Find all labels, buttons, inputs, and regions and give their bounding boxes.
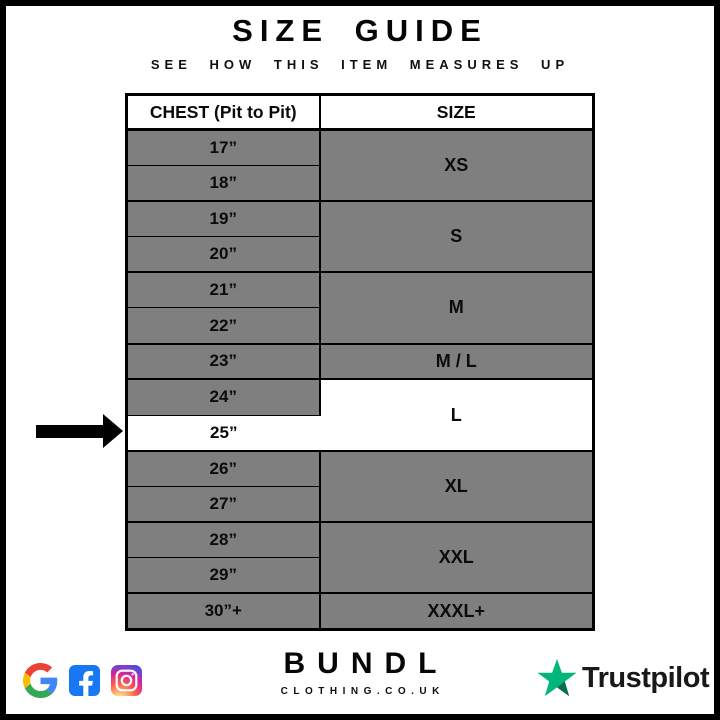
chest-cell: 28” (126, 521, 321, 559)
chest-cell: 26” (126, 449, 321, 487)
facebook-icon (69, 665, 100, 696)
table-row: 24” L (126, 378, 594, 452)
google-icon (23, 663, 58, 698)
chest-cell: 25” (126, 414, 320, 452)
chest-cell: 29” (126, 557, 321, 594)
arrow-head (103, 414, 123, 448)
size-cell: XS (319, 128, 594, 202)
chest-cell: 17” (126, 128, 321, 166)
size-cell: L (319, 378, 594, 452)
trustpilot-logo: Trustpilot (537, 659, 710, 697)
table-row: 17” XS (126, 128, 594, 202)
chest-column-header: CHEST (Pit to Pit) (126, 94, 321, 131)
trustpilot-label: Trustpilot (582, 661, 710, 694)
brand-logo: BUNDL CLOTHING.CO.UK (0, 647, 720, 699)
size-column-header: SIZE (319, 94, 594, 131)
chest-cell: 23” (126, 342, 321, 380)
instagram-icon (111, 665, 142, 696)
size-cell: XXL (319, 521, 594, 594)
chest-cell: 30”+ (126, 592, 321, 630)
chest-cell: 24” (126, 378, 321, 416)
table-row: 28” XXL (126, 521, 594, 594)
trustpilot-star-icon (537, 659, 577, 697)
brand-name: BUNDL (283, 647, 449, 680)
chest-cell: 21” (126, 271, 321, 309)
table-header-row: CHEST (Pit to Pit) SIZE (126, 94, 594, 131)
chest-cell: 20” (126, 236, 321, 273)
brand-domain: CLOTHING.CO.UK (280, 686, 445, 697)
table-row: 30”+ XXXL+ (126, 592, 594, 630)
chest-cell: 18” (126, 164, 321, 202)
page-subtitle: SEE HOW THIS ITEM MEASURES UP (150, 57, 570, 72)
table-row: 29” (126, 557, 594, 594)
size-cell: S (319, 199, 594, 273)
chest-cell: 19” (126, 199, 321, 238)
table-row: 22” (126, 307, 594, 345)
table-row: 20” (126, 236, 594, 273)
chest-cell: 27” (126, 485, 321, 523)
size-cell: XL (319, 449, 594, 523)
size-cell: M / L (319, 342, 594, 380)
chest-cell: 22” (126, 307, 321, 345)
size-cell: M (319, 271, 594, 345)
table-row: 23” M / L (126, 342, 594, 380)
table-row: 26” XL (126, 449, 594, 523)
arrow-shaft (36, 424, 104, 438)
table-row: 19” S (126, 199, 594, 273)
size-table-body: 17” XS 18” 19” S 20” 21” M 22” 23” M / L 24” L 25” 26”… (126, 128, 594, 630)
social-logos (23, 663, 142, 698)
page-title: SIZE GUIDE (232, 13, 488, 48)
table-row: 21” M (126, 271, 594, 345)
size-cell: XXXL+ (319, 592, 594, 630)
row-pointer-arrow-icon (36, 414, 123, 448)
table-row: 25” (126, 414, 594, 452)
size-guide-table: CHEST (Pit to Pit) SIZE 17” XS 18” 19” S 20” 2… (125, 93, 595, 631)
